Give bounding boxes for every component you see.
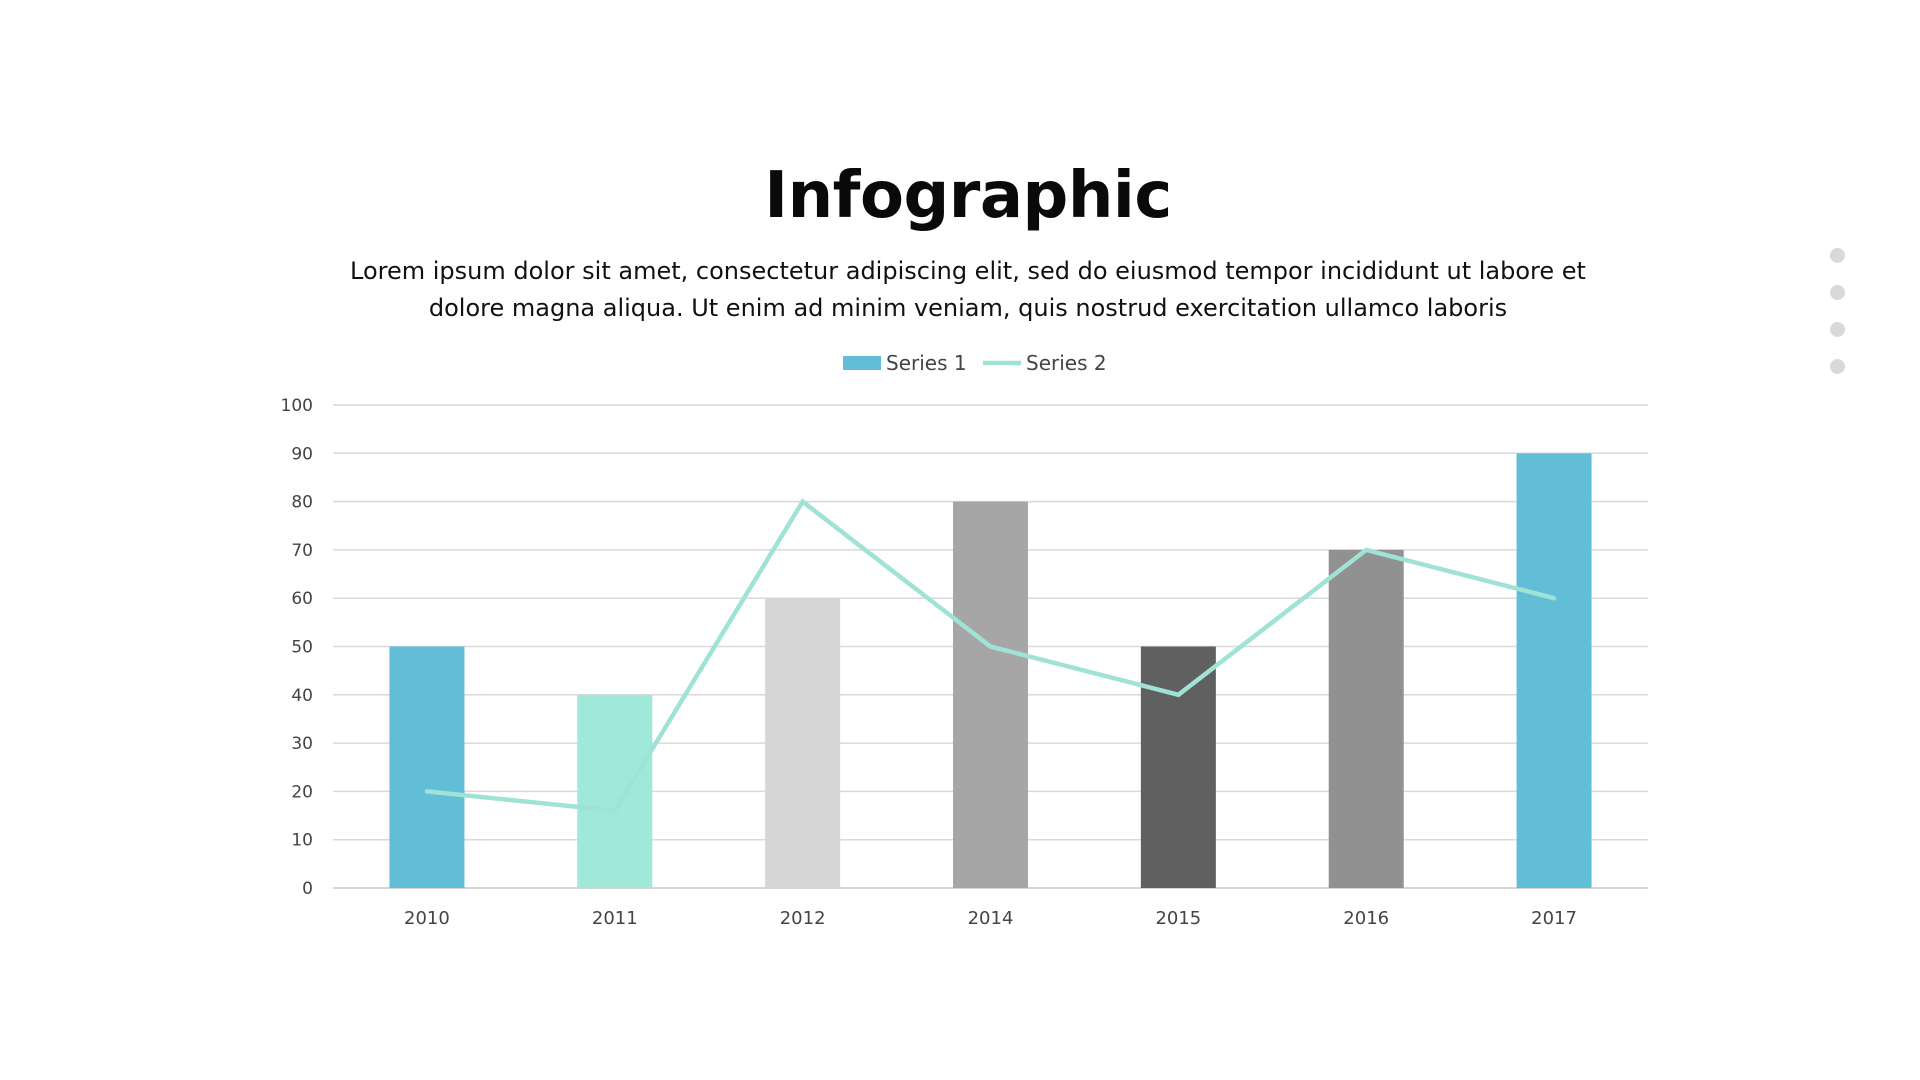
y-tick-label: 20 [291, 782, 313, 802]
series-2-line-layer [424, 498, 1557, 814]
x-tick-label: 2010 [404, 908, 450, 929]
series-1-bars [389, 453, 1592, 888]
slide-title: Infographic [764, 159, 1172, 233]
slide-nav-dot[interactable] [1830, 248, 1845, 263]
legend-swatch-series-1 [843, 356, 881, 370]
slide-nav-dots [1830, 248, 1846, 396]
bar-series-1-2015 [1140, 646, 1216, 888]
y-tick-label: 90 [291, 444, 313, 464]
y-tick-label: 0 [302, 879, 313, 899]
x-axis-ticks: 2010 2011 2012 2014 2015 2016 2017 [404, 908, 1577, 929]
bar-series-1-2010 [389, 646, 465, 888]
x-tick-label: 2016 [1343, 908, 1389, 929]
chart-legend: Series 1 Series 2 [843, 351, 1107, 375]
y-axis-ticks: 0 10 20 30 40 50 60 70 80 90 100 [281, 396, 313, 899]
y-tick-label: 80 [291, 493, 313, 513]
y-tick-label: 60 [291, 589, 313, 609]
y-tick-label: 30 [291, 734, 313, 754]
x-tick-label: 2012 [780, 908, 826, 929]
y-tick-label: 40 [291, 686, 313, 706]
slide-nav-dot[interactable] [1830, 322, 1845, 337]
x-tick-label: 2011 [592, 908, 638, 929]
legend-label-series-1: Series 1 [886, 351, 967, 375]
legend-label-series-2: Series 2 [1026, 351, 1107, 375]
bar-series-1-2017 [1516, 453, 1592, 888]
y-tick-label: 50 [291, 638, 313, 658]
x-tick-label: 2015 [1155, 908, 1201, 929]
slide-nav-dot[interactable] [1830, 285, 1845, 300]
bar-series-1-2014 [953, 501, 1028, 888]
x-tick-label: 2017 [1531, 908, 1577, 929]
y-tick-label: 10 [291, 831, 313, 851]
x-tick-label: 2014 [968, 908, 1014, 929]
y-tick-label: 100 [281, 396, 313, 416]
slide-subtitle: Lorem ipsum dolor sit amet, consectetur … [350, 257, 1586, 322]
bar-series-1-2016 [1328, 549, 1404, 888]
y-tick-label: 70 [291, 541, 313, 561]
bar-series-1-2011 [577, 694, 653, 888]
slide-nav-dot[interactable] [1830, 359, 1845, 374]
bar-series-1-2012 [765, 598, 841, 888]
